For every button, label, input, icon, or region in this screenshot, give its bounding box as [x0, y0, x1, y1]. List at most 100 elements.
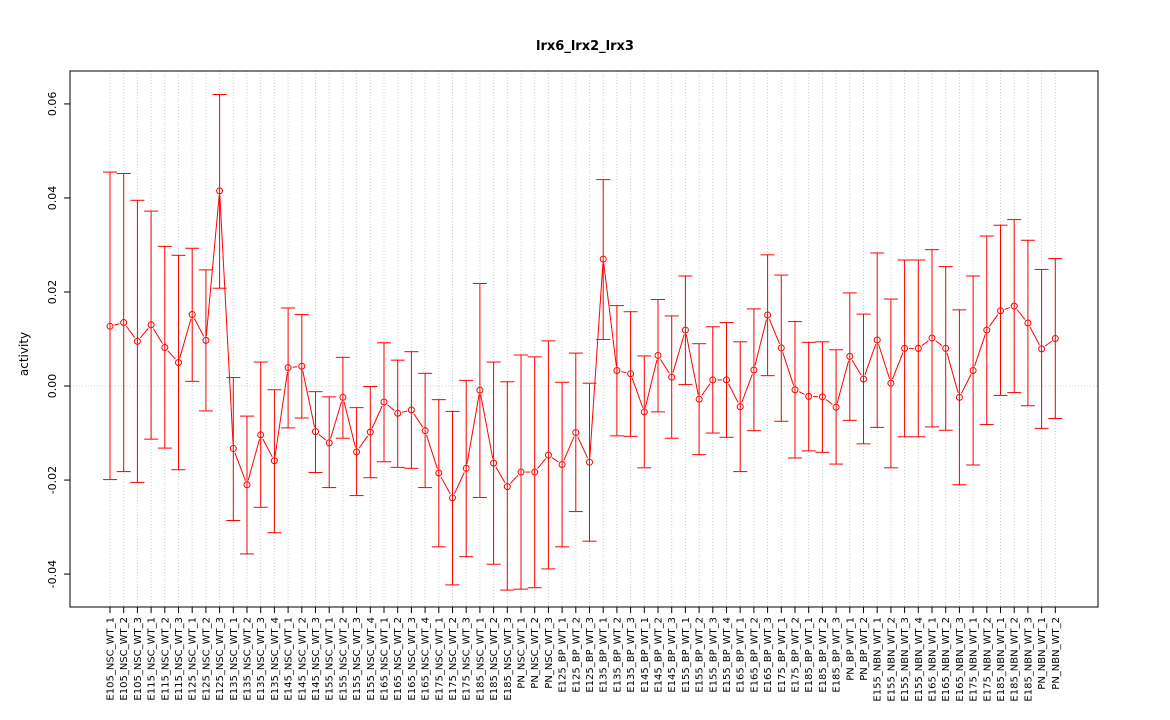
- data-point: [654, 351, 662, 359]
- plot-frame: [69, 70, 1099, 608]
- data-point: [147, 321, 155, 329]
- data-point: [339, 393, 347, 401]
- x-tick-label: E165_BP_WT_3: [763, 617, 774, 693]
- x-tick-label: E145_BP_WT_2: [654, 617, 665, 693]
- x-tick-label: E155_NSC_WT_4: [366, 617, 377, 701]
- series-segment: [921, 340, 929, 347]
- series-segment: [836, 360, 850, 403]
- data-point: [764, 311, 772, 319]
- series-segment: [153, 328, 163, 344]
- data-point: [229, 445, 237, 453]
- data-point: [709, 376, 717, 384]
- x-tick-label: E165_NBN_WT_3: [955, 617, 966, 702]
- series-segment: [510, 474, 519, 484]
- series-segment: [139, 328, 149, 339]
- data-point: [380, 398, 388, 406]
- data-point: [517, 468, 525, 476]
- x-tick-label: E135_NSC_WT_2: [243, 617, 254, 701]
- data-point: [681, 326, 689, 334]
- data-point: [1010, 302, 1018, 310]
- data-point: [435, 469, 443, 477]
- series-segment: [234, 452, 246, 481]
- series-segment: [935, 340, 943, 347]
- x-tick-label: E175_BP_WT_1: [777, 617, 788, 693]
- x-tick-label: E185_BP_WT_2: [818, 617, 829, 693]
- series-segment: [892, 352, 904, 380]
- x-tick-label: E135_NSC_WT_3: [256, 617, 267, 701]
- chart-title: lrx6_lrx2_lrx3: [536, 39, 634, 54]
- series-segment: [621, 371, 627, 374]
- x-tick-label: E165_NSC_WT_4: [421, 617, 432, 701]
- series-segment: [685, 334, 699, 395]
- data-point: [325, 439, 333, 447]
- x-tick-label: E145_BP_WT_1: [640, 617, 651, 693]
- series-segment: [358, 435, 369, 449]
- x-tick-label: PN_NBN_WT_2: [1051, 617, 1062, 690]
- series-segment: [701, 383, 711, 396]
- data-point: [449, 494, 456, 502]
- data-point: [586, 458, 593, 466]
- data-point: [312, 428, 319, 436]
- data-point: [462, 464, 470, 472]
- series-segment: [318, 434, 327, 441]
- series-segment: [851, 359, 862, 376]
- x-tick-label: E145_BP_WT_3: [667, 617, 678, 693]
- data-point: [942, 344, 950, 352]
- x-tick-label: E185_NBN_WT_2: [1010, 617, 1021, 702]
- data-point: [997, 307, 1004, 315]
- y-tick-label: 0.02: [46, 280, 59, 305]
- series-segment: [672, 334, 685, 373]
- x-tick-label: E125_NSC_WT_3: [215, 617, 226, 701]
- data-point: [572, 429, 580, 437]
- series-segment: [728, 383, 739, 403]
- data-point: [161, 343, 169, 351]
- x-tick-label: PN_NBN_WT_1: [1037, 617, 1048, 690]
- data-point: [257, 431, 265, 439]
- x-tick-label: PN_NSC_WT_2: [530, 617, 541, 689]
- x-tick-label: E165_NBN_WT_2: [941, 617, 952, 702]
- x-tick-label: PN_BP_WT_1: [845, 617, 856, 681]
- data-point: [777, 344, 785, 352]
- error-bar-layer: [103, 94, 1063, 591]
- x-tick-label: E105_NSC_WT_1: [106, 617, 117, 701]
- x-tick-label: E125_BP_WT_2: [571, 617, 582, 693]
- data-point: [750, 366, 758, 374]
- x-tick-label: E175_BP_WT_2: [791, 617, 802, 693]
- data-point: [613, 367, 621, 375]
- grid-layer: [109, 71, 1056, 607]
- series-segment: [603, 263, 617, 367]
- x-tick-label: E155_BP_WT_2: [695, 617, 706, 693]
- series-segment: [644, 359, 658, 408]
- series-segment: [466, 394, 480, 464]
- x-tick-label: E115_NSC_WT_3: [174, 617, 185, 701]
- data-point: [846, 352, 854, 360]
- x-tick-label: E125_NSC_WT_1: [188, 617, 199, 701]
- series-segment: [864, 344, 877, 375]
- x-tick-label: E105_NSC_WT_3: [133, 617, 144, 701]
- data-point: [216, 187, 224, 195]
- x-tick-label: E165_NSC_WT_2: [393, 617, 404, 701]
- x-axis-labels: E105_NSC_WT_1 E105_NSC_WT_2 E105_NSC_WT_3 E…: [106, 606, 1062, 702]
- series-segment: [219, 195, 234, 445]
- series-segment: [343, 401, 356, 448]
- series-segment: [631, 377, 644, 408]
- series-segment: [946, 352, 959, 394]
- data-point: [120, 319, 128, 327]
- series-segment: [453, 472, 465, 495]
- series-segment: [1016, 309, 1026, 320]
- x-tick-label: E155_NBN_WT_4: [914, 617, 925, 702]
- data-point: [983, 326, 991, 334]
- data-point: [1024, 319, 1032, 327]
- x-tick-label: E145_NSC_WT_1: [284, 617, 295, 701]
- series-segment: [878, 344, 891, 380]
- series-segment: [330, 401, 343, 439]
- x-tick-label: E125_BP_WT_1: [558, 617, 569, 693]
- point-layer: [106, 187, 1059, 502]
- x-tick-label: PN_BP_WT_2: [859, 617, 870, 681]
- data-point: [736, 403, 744, 411]
- data-point: [832, 403, 840, 411]
- series-segment: [754, 319, 767, 366]
- data-point: [723, 376, 730, 384]
- data-point: [955, 393, 963, 401]
- data-point: [421, 427, 429, 435]
